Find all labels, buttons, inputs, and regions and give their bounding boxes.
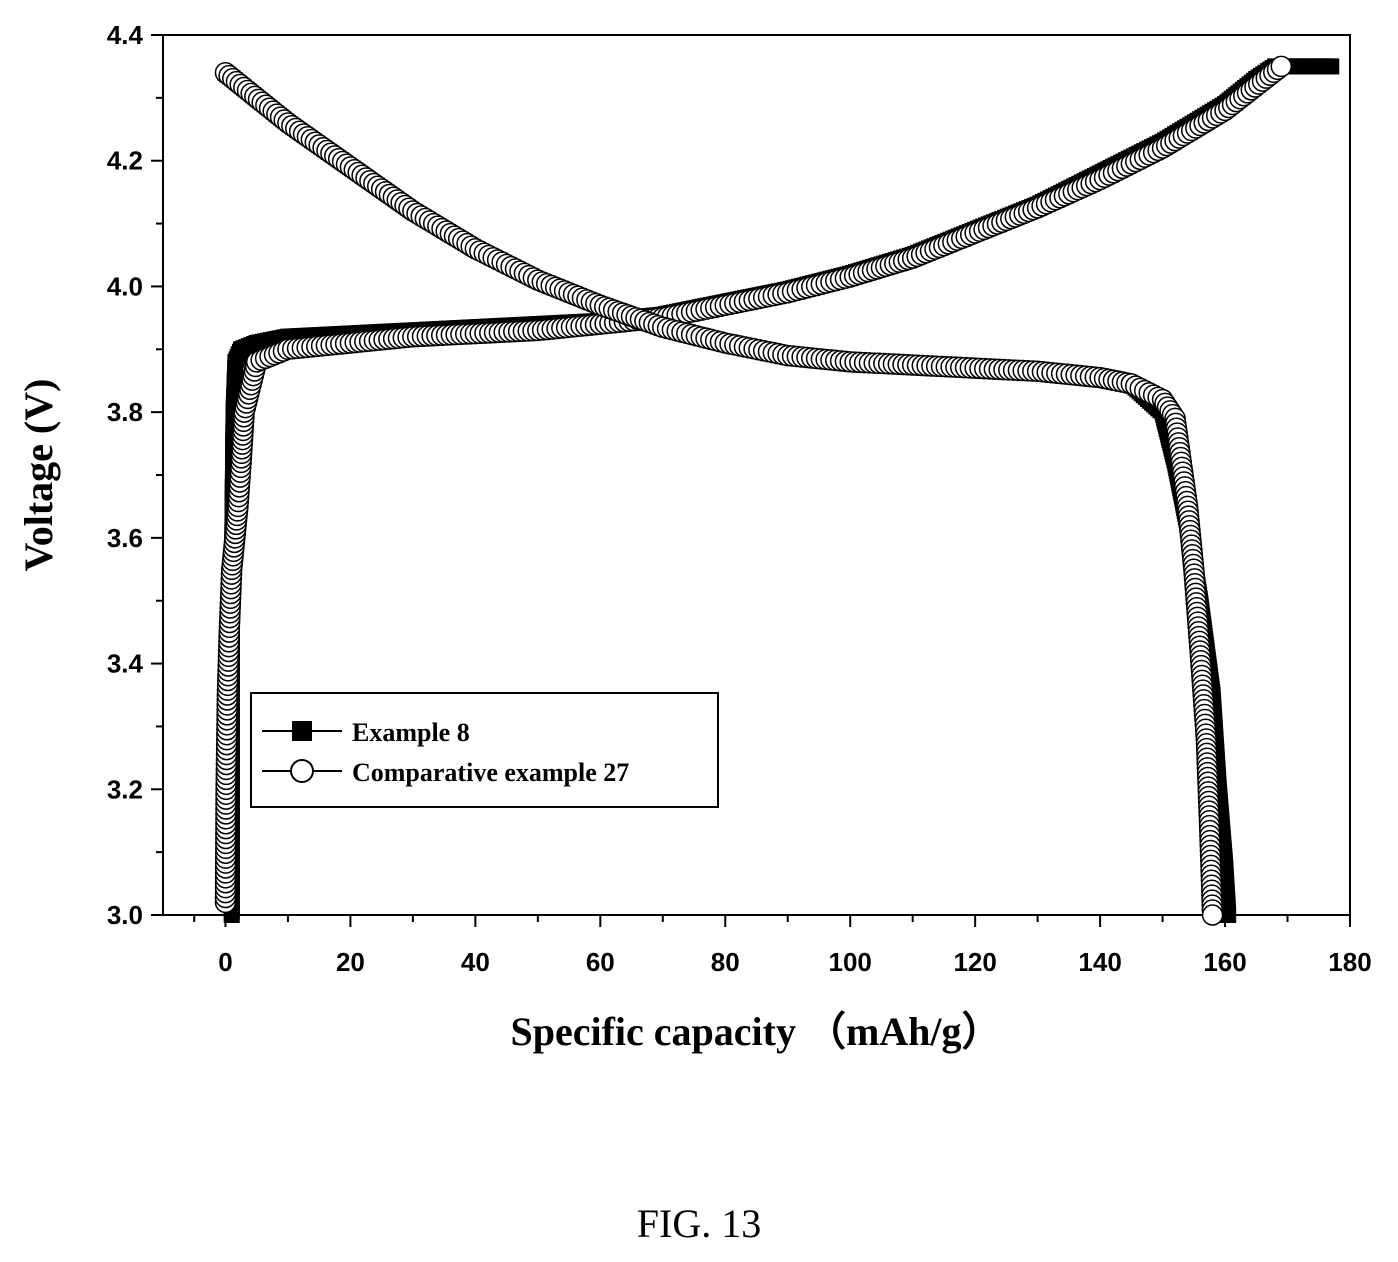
series-layer <box>214 55 1340 926</box>
legend-label-example-8: Example 8 <box>352 718 470 747</box>
legend-marker-example-8 <box>292 721 312 741</box>
x-axis-title: Specific capacity （mAh/g） <box>510 1009 1001 1054</box>
x-axis: 0 20 40 60 80 100 120 140 160 180 <box>193 915 1372 977</box>
y-tick-label: 3.6 <box>107 523 143 553</box>
legend: Example 8 Comparative example 27 <box>250 692 719 808</box>
y-tick-label: 3.0 <box>107 900 143 930</box>
series-comparative-27 <box>214 55 1293 926</box>
x-tick-label: 120 <box>953 947 996 977</box>
figure-caption: FIG. 13 <box>636 1201 762 1246</box>
x-tick-label: 60 <box>586 947 615 977</box>
legend-label-comparative-27: Comparative example 27 <box>352 758 629 787</box>
x-tick-label: 100 <box>829 947 872 977</box>
x-tick-label: 180 <box>1328 947 1371 977</box>
data-point-square <box>1220 907 1237 923</box>
y-axis: 3.0 3.2 3.4 3.6 3.8 4.0 4.2 4.4 <box>107 20 163 930</box>
legend-marker-comparative-27 <box>290 759 314 783</box>
data-point-square <box>1323 58 1340 75</box>
data-point-circle <box>1201 904 1224 926</box>
y-tick-label: 4.0 <box>107 271 143 301</box>
legend-box <box>250 692 719 808</box>
x-tick-label: 140 <box>1078 947 1121 977</box>
x-tick-label: 160 <box>1203 947 1246 977</box>
y-tick-label: 4.2 <box>107 146 143 176</box>
x-tick-label: 40 <box>461 947 490 977</box>
x-tick-label: 80 <box>711 947 740 977</box>
y-tick-label: 4.4 <box>107 20 144 50</box>
y-tick-label: 3.8 <box>107 397 143 427</box>
x-tick-label: 20 <box>336 947 365 977</box>
y-axis-title: Voltage (V) <box>16 379 61 572</box>
x-tick-label: 0 <box>218 947 232 977</box>
y-tick-label: 3.2 <box>107 774 143 804</box>
data-point-circle <box>1270 55 1293 78</box>
y-tick-label: 3.4 <box>107 649 144 679</box>
